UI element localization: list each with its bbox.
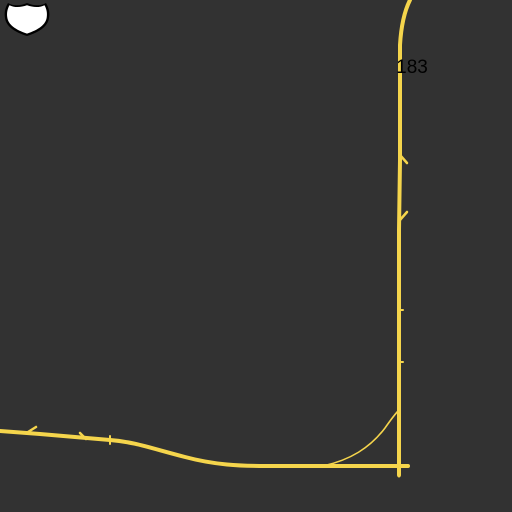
connector-ramp[interactable]	[322, 409, 400, 467]
highway-east-west[interactable]	[0, 429, 410, 468]
route-number-label: 183	[396, 57, 428, 78]
us-highway-shield-icon[interactable]	[0, 0, 54, 38]
ramp-tick-6	[78, 431, 88, 441]
ramp-tick-5	[26, 425, 38, 434]
highway-north-south[interactable]	[397, 0, 412, 477]
ramp-tick-1	[398, 153, 409, 165]
ramp-tick-2	[398, 210, 409, 222]
